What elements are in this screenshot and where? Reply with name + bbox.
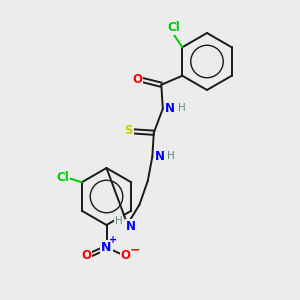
Text: N: N [126, 220, 136, 233]
Text: S: S [124, 124, 133, 137]
Text: N: N [154, 150, 164, 163]
Text: Cl: Cl [167, 21, 180, 34]
Text: H: H [178, 103, 185, 113]
Text: H: H [167, 151, 175, 161]
Text: N: N [165, 102, 175, 115]
Text: O: O [132, 73, 142, 86]
Text: −: − [130, 244, 140, 257]
Text: O: O [81, 249, 92, 262]
Text: N: N [101, 241, 112, 254]
Text: H: H [115, 216, 122, 226]
Text: O: O [121, 249, 131, 262]
Text: Cl: Cl [56, 171, 69, 184]
Text: +: + [109, 235, 117, 245]
